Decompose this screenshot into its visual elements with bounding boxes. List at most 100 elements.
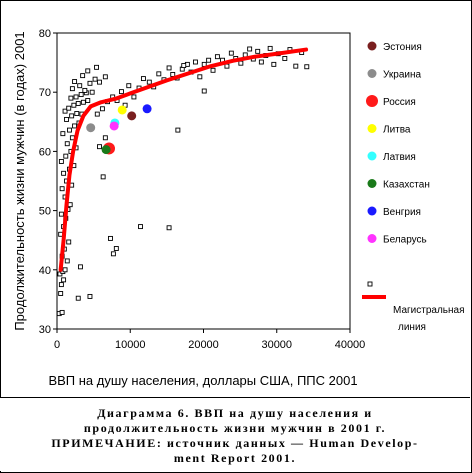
data-point	[75, 295, 81, 301]
data-point	[94, 111, 100, 117]
data-point	[66, 239, 72, 245]
data-point	[75, 100, 81, 106]
data-point	[108, 235, 113, 241]
data-point	[201, 88, 207, 94]
data-point	[87, 80, 93, 86]
x-tick-label: 30000	[261, 339, 292, 351]
x-tick-label: 0	[54, 339, 60, 351]
data-point	[73, 94, 79, 100]
legend: Эстония Украина Россия Литва Латвия Казахстан…	[362, 41, 464, 333]
data-point	[61, 170, 67, 176]
legend-label: Латвия	[383, 152, 416, 163]
data-point	[69, 86, 75, 92]
legend-label: Россия	[383, 97, 416, 108]
data-point	[271, 61, 277, 67]
data-point	[67, 202, 73, 208]
legend-marker	[366, 95, 378, 107]
data-point	[60, 131, 66, 137]
data-point	[74, 111, 80, 116]
data-point	[247, 46, 253, 52]
data-point	[85, 98, 91, 103]
data-point	[214, 54, 220, 60]
legend-label: Украина	[383, 70, 422, 81]
data-point	[94, 64, 100, 70]
scatter-chart: 0 10000 20000 30000 40000 30 40 50 60 70 80 Эстони…	[12, 28, 464, 388]
data-point	[282, 56, 288, 61]
data-point	[87, 293, 93, 299]
data-point	[210, 67, 216, 73]
legend-label: Беларусь	[383, 235, 427, 246]
country-layer	[86, 104, 152, 155]
data-point	[304, 64, 310, 70]
data-point	[100, 174, 106, 180]
caption-line-3: ПРИМЕЧАНИЕ: источник данных — Human Deve…	[51, 436, 419, 450]
legend-marker	[367, 124, 377, 133]
trend-layer	[58, 47, 309, 272]
data-point	[71, 102, 77, 108]
data-point	[59, 309, 65, 315]
legend-marker	[367, 179, 377, 188]
data-point	[64, 258, 70, 264]
legend-marker	[367, 151, 377, 161]
data-point	[68, 95, 74, 101]
y-tick-label: 80	[39, 28, 51, 40]
data-point	[97, 79, 102, 85]
data-point	[126, 83, 132, 89]
data-point	[66, 105, 72, 111]
data-point	[206, 57, 212, 63]
data-point	[110, 251, 116, 257]
country-point	[117, 105, 127, 115]
country-point	[109, 121, 119, 131]
y-axis-title: Продолжительность жизни мужчин (в годах)…	[12, 31, 27, 330]
data-point	[58, 282, 64, 288]
data-point	[92, 76, 98, 82]
data-point	[113, 246, 119, 251]
x-tick-label: 20000	[188, 339, 219, 351]
y-tick-label: 30	[39, 324, 51, 336]
data-point	[80, 99, 86, 105]
data-point	[63, 153, 69, 159]
data-point	[156, 71, 162, 77]
data-point	[97, 144, 102, 150]
data-point	[192, 59, 198, 65]
data-point	[64, 116, 69, 122]
data-point	[69, 113, 75, 119]
ticks-layer: 0 10000 20000 30000 40000 30 40 50 60 70 80	[39, 28, 366, 351]
data-point	[146, 79, 152, 85]
data-point	[170, 71, 176, 77]
country-point	[127, 111, 137, 121]
data-point	[181, 63, 187, 69]
legend-label: Венгрия	[383, 207, 421, 218]
data-point	[61, 277, 67, 283]
legend-label: Казахстан	[383, 180, 430, 191]
data-point	[140, 76, 146, 82]
data-point	[197, 74, 203, 80]
data-point	[166, 65, 172, 71]
y-tick-label: 60	[39, 146, 51, 158]
data-point	[102, 74, 108, 80]
data-point	[224, 63, 230, 69]
data-point	[102, 135, 108, 141]
data-point	[175, 127, 181, 133]
data-point	[255, 48, 261, 54]
legend-marker	[367, 69, 377, 78]
trend-line	[58, 47, 309, 272]
data-point	[99, 106, 105, 112]
legend-marker	[367, 234, 377, 243]
data-point	[72, 79, 78, 84]
data-point	[138, 224, 143, 230]
legend-trend-label-2: линия	[398, 322, 426, 333]
data-point	[82, 87, 88, 93]
legend-label: Эстония	[383, 42, 422, 53]
legend-marker	[367, 206, 377, 216]
x-tick-label: 10000	[115, 339, 146, 351]
y-tick-label: 40	[39, 265, 51, 277]
country-point	[142, 104, 152, 114]
data-point	[85, 68, 91, 74]
data-point	[267, 45, 273, 51]
data-point	[77, 264, 83, 270]
data-point	[58, 211, 64, 217]
data-point	[258, 59, 264, 65]
caption-line-2: продолжительность жизни мужчин в 2001 г.	[83, 421, 387, 435]
data-point	[58, 159, 64, 164]
